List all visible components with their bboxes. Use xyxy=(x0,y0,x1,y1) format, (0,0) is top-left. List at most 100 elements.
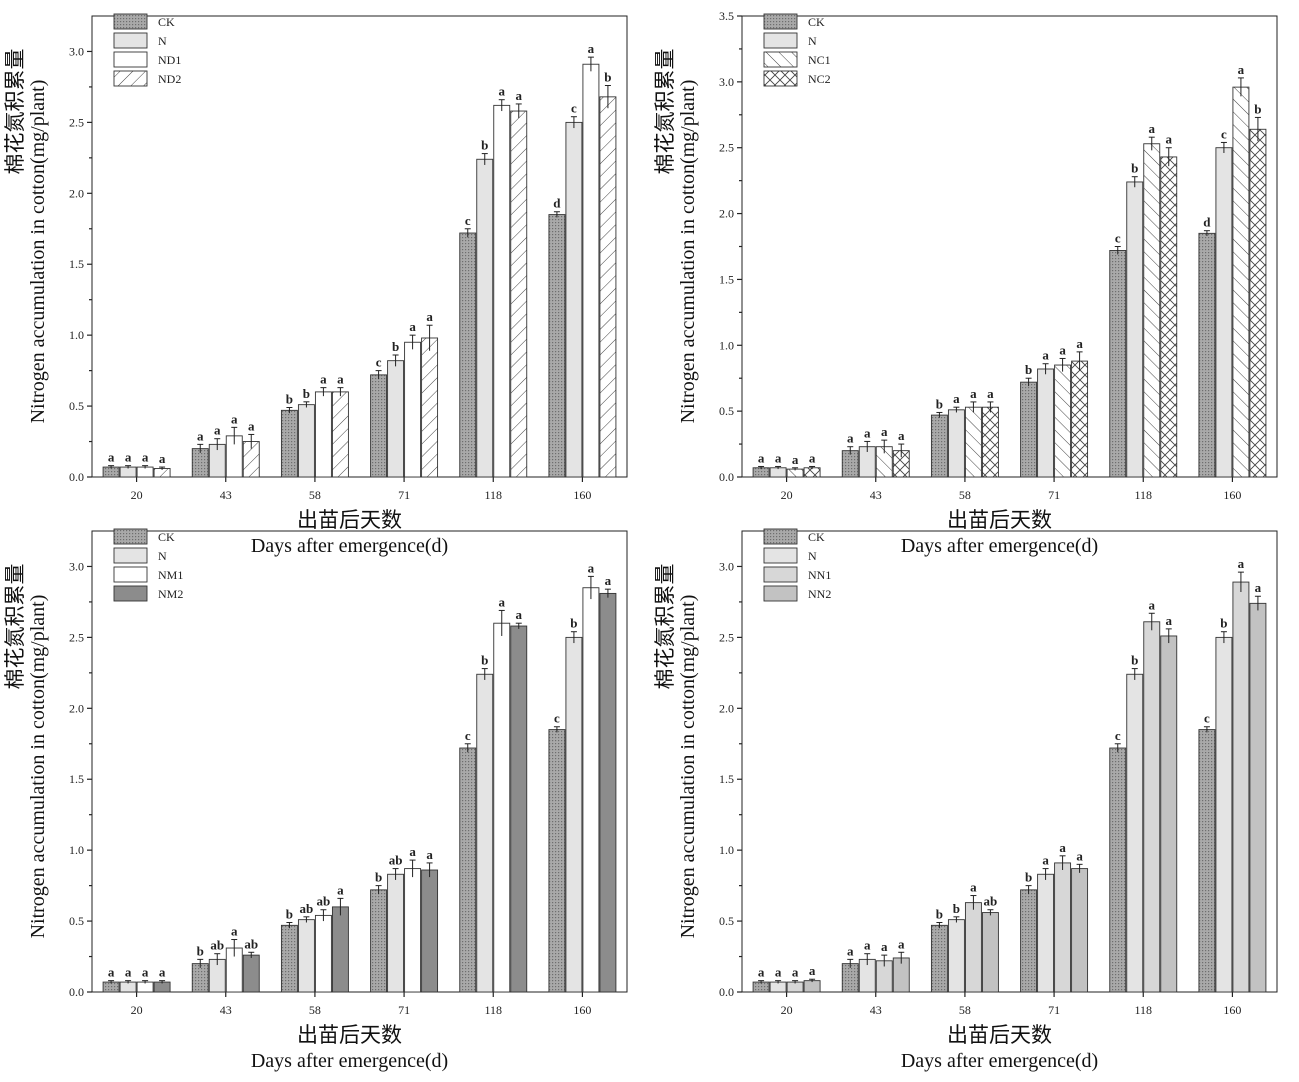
significance-letter: a xyxy=(864,425,871,440)
bar-ck-58 xyxy=(930,414,948,478)
significance-letter: ab xyxy=(317,894,331,909)
x-tick-label: 118 xyxy=(484,1003,502,1017)
bar-nc2-71 xyxy=(1071,360,1089,478)
y-tick-label: 2.0 xyxy=(719,701,734,715)
x-tick-label: 20 xyxy=(131,1003,143,1017)
x-tick-label: 58 xyxy=(959,1003,971,1017)
significance-letter: a xyxy=(197,428,204,443)
significance-letter: a xyxy=(1166,613,1173,628)
y-tick-label: 0.5 xyxy=(69,914,84,928)
bar-ck-160 xyxy=(1198,729,1216,993)
chart-panel-top-left: 0.0 0.5 1.0 1.5 2.0 2.5 3.0 20 a a a a 43 a a a a 58 b b a a 7… xyxy=(0,0,649,557)
significance-letter: a xyxy=(159,965,166,980)
legend-swatch-ck xyxy=(763,13,798,30)
bar-nc1-71 xyxy=(1054,364,1072,478)
significance-letter: a xyxy=(214,423,221,438)
x-axis-label-cn: 出苗后天数 xyxy=(947,1023,1052,1047)
significance-letter: a xyxy=(809,450,816,465)
x-axis-label-cn: 出苗后天数 xyxy=(297,1023,402,1047)
legend-label-n: N xyxy=(808,34,817,48)
bar-nd1-20 xyxy=(136,466,154,478)
significance-letter: a xyxy=(142,965,149,980)
significance-letter: c xyxy=(465,213,471,228)
legend-label-nc1: NC1 xyxy=(808,53,831,67)
significance-letter: b xyxy=(1131,161,1138,176)
bar-n-58 xyxy=(947,919,965,993)
legend-label-n: N xyxy=(158,34,167,48)
chart-panel-bottom-left: 0.0 0.5 1.0 1.5 2.0 2.5 3.0 20 a a a a 43 b ab a ab 58 b ab… xyxy=(0,515,649,1072)
legend-label-nc2: NC2 xyxy=(808,72,831,86)
bar-nc2-118 xyxy=(1160,156,1178,478)
bar-ck-71 xyxy=(1020,889,1038,993)
legend-swatch-nm1 xyxy=(113,566,148,583)
legend-swatch-ck xyxy=(763,528,798,545)
bar-n-71 xyxy=(387,360,405,478)
x-tick-label: 43 xyxy=(870,1003,882,1017)
significance-letter: b xyxy=(1131,653,1138,668)
bar-n-71 xyxy=(1037,873,1055,993)
significance-letter: a xyxy=(1042,348,1049,363)
bar-nd2-160 xyxy=(599,96,617,478)
bar-nm2-71 xyxy=(421,869,439,993)
y-tick-label: 2.0 xyxy=(69,701,84,715)
significance-letter: a xyxy=(108,965,115,980)
significance-letter: a xyxy=(1255,580,1262,595)
significance-letter: ab xyxy=(984,894,998,909)
significance-letter: a xyxy=(409,319,416,334)
legend-label-n: N xyxy=(158,549,167,563)
bar-ck-118 xyxy=(1109,747,1127,993)
bar-nc1-58 xyxy=(964,406,982,478)
bar-n-160 xyxy=(565,636,583,993)
bar-n-118 xyxy=(1126,181,1144,478)
legend-label-n: N xyxy=(808,549,817,563)
legend-swatch-n xyxy=(113,547,148,564)
x-axis-label-cn: 出苗后天数 xyxy=(297,508,402,532)
y-tick-label: 2.0 xyxy=(719,207,734,221)
bar-nd1-71 xyxy=(404,341,422,478)
significance-letter: a xyxy=(809,963,816,978)
legend-swatch-ck xyxy=(113,528,148,545)
significance-letter: a xyxy=(426,309,433,324)
legend-swatch-nd1 xyxy=(113,51,148,68)
bar-nn1-20 xyxy=(786,981,804,993)
bar-ck-160 xyxy=(548,729,566,993)
bar-n-160 xyxy=(1215,147,1233,478)
significance-letter: a xyxy=(320,372,327,387)
bar-nd2-118 xyxy=(510,110,528,478)
significance-letter: b xyxy=(197,943,204,958)
bar-nd1-160 xyxy=(582,63,600,478)
significance-letter: a xyxy=(125,965,132,980)
y-tick-label: 3.0 xyxy=(69,44,84,58)
y-tick-label: 0.5 xyxy=(719,404,734,418)
significance-letter: b xyxy=(286,906,293,921)
y-tick-label: 2.5 xyxy=(719,630,734,644)
y-axis-label-cn: 棉花氮积累量 xyxy=(653,564,677,690)
bar-n-20 xyxy=(119,981,137,993)
x-tick-label: 20 xyxy=(781,1003,793,1017)
bar-nc1-118 xyxy=(1143,143,1161,478)
significance-letter: b xyxy=(604,70,611,85)
legend-label-ck: CK xyxy=(808,15,825,29)
significance-letter: a xyxy=(758,965,765,980)
plot-frame xyxy=(91,530,628,993)
significance-letter: a xyxy=(1059,342,1066,357)
bar-nn1-118 xyxy=(1143,621,1161,993)
x-axis-label: Days after emergence(d) xyxy=(901,1050,1098,1072)
significance-letter: a xyxy=(847,943,854,958)
x-axis-label-cn: 出苗后天数 xyxy=(947,508,1052,532)
y-tick-label: 1.5 xyxy=(719,272,734,286)
bar-ck-160 xyxy=(1198,232,1216,478)
legend-swatch-nn1 xyxy=(763,566,798,583)
x-tick-label: 160 xyxy=(1223,1003,1241,1017)
y-axis-label: Nitrogen accumulation in cotton(mg/plant… xyxy=(27,595,49,939)
significance-letter: a xyxy=(1076,848,1083,863)
significance-letter: c xyxy=(1115,231,1121,246)
bar-nm2-160 xyxy=(599,592,617,993)
legend-label-ck: CK xyxy=(808,530,825,544)
significance-letter: c xyxy=(554,711,560,726)
significance-letter: a xyxy=(847,431,854,446)
bar-ck-20 xyxy=(752,981,770,993)
significance-letter: a xyxy=(1149,121,1156,136)
